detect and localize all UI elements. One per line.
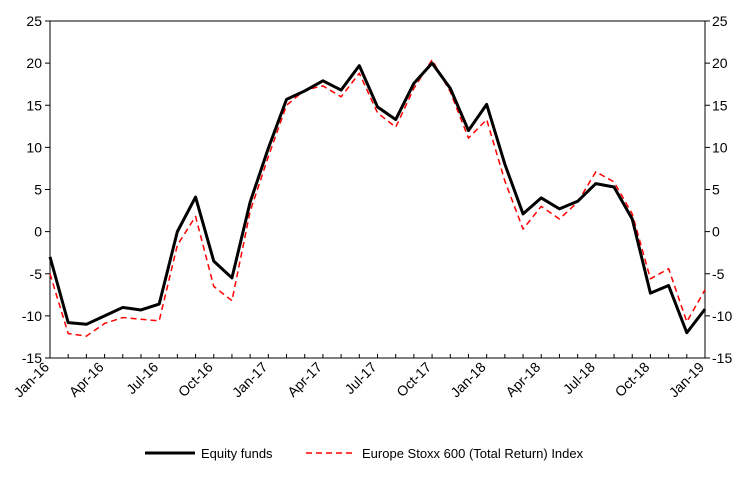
y-tick-label-left: -10 [22, 308, 42, 324]
x-tick-label: Apr-18 [502, 359, 543, 400]
y-tick-label-left: 15 [26, 97, 42, 113]
x-tick-label: Jan-17 [229, 359, 271, 401]
y-tick-label-left: 5 [34, 182, 42, 198]
legend: Equity funds Europe Stoxx 600 (Total Ret… [145, 446, 584, 461]
x-tick-label: Jan-19 [666, 359, 708, 401]
series-line-equity-funds [48, 61, 707, 335]
y-tick-label-left: -15 [22, 350, 42, 366]
x-tick-label: Jan-18 [447, 359, 489, 401]
x-axis: Jan-16 Apr-16 Jul-16 Oct-16 Jan-17 Apr-17 Jul-… [11, 354, 708, 401]
y-tick-label-left: 25 [26, 13, 42, 29]
y-tick-label-left: 10 [26, 139, 42, 155]
y-tick-label-right: 0 [712, 224, 720, 240]
legend-label-equity-funds: Equity funds [201, 446, 273, 461]
y-tick-label-right: 10 [712, 139, 728, 155]
y-axis-left: -15 -10 -5 0 5 10 15 20 25 [22, 13, 50, 366]
x-tick-label: Apr-17 [284, 359, 325, 400]
y-tick-label-left: 0 [34, 224, 42, 240]
y-tick-label-right: 15 [712, 97, 728, 113]
x-tick-label: Apr-16 [66, 359, 107, 400]
x-tick-label: Jul-17 [341, 359, 379, 397]
x-tick-label: Jul-18 [560, 359, 598, 397]
y-tick-label-left: 20 [26, 55, 42, 71]
y-tick-label-left: -5 [30, 266, 43, 282]
x-tick-label: Oct-16 [175, 359, 216, 400]
y-tick-label-right: -10 [712, 308, 732, 324]
y-tick-label-right: -5 [712, 266, 725, 282]
x-tick-label: Jul-16 [123, 359, 161, 397]
x-tick-label: Oct-18 [612, 359, 653, 400]
series-layer [48, 59, 707, 337]
y-axis-right: -15 -10 -5 0 5 10 15 20 25 [705, 13, 732, 366]
x-tick-label: Oct-17 [393, 359, 434, 400]
y-tick-label-right: 5 [712, 182, 720, 198]
y-tick-label-right: -15 [712, 350, 732, 366]
legend-label-stoxx-600: Europe Stoxx 600 (Total Return) Index [362, 446, 584, 461]
y-tick-label-right: 25 [712, 13, 728, 29]
y-tick-label-right: 20 [712, 55, 728, 71]
series-line-stoxx-600 [49, 59, 706, 337]
